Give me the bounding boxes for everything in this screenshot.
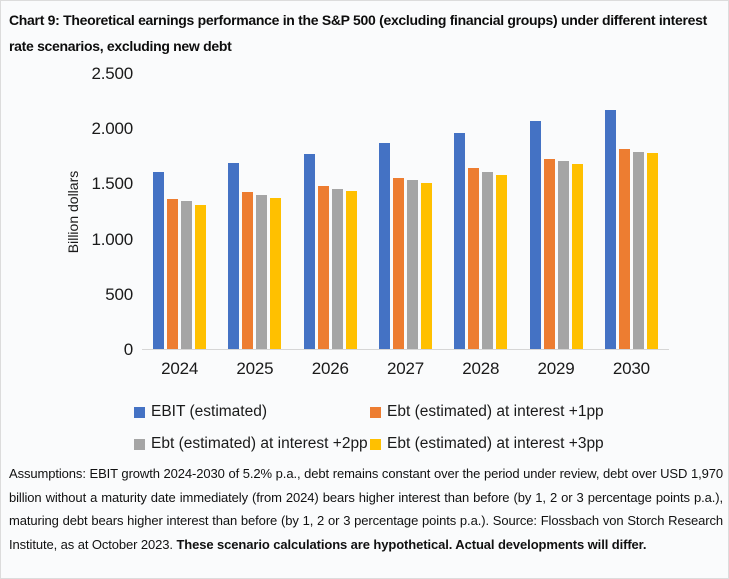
x-axis-label: 2030 (612, 359, 650, 378)
bar (256, 194, 268, 349)
bar (242, 191, 254, 349)
chart-title: Chart 9: Theoretical earnings performanc… (9, 12, 708, 54)
bar-group (228, 163, 282, 349)
bar (604, 109, 616, 349)
bar-group (529, 121, 583, 349)
x-axis-label: 2028 (462, 359, 500, 378)
legend-marker (370, 438, 381, 450)
legend-item: EBIT (estimated) (134, 401, 267, 423)
bar (392, 178, 404, 349)
y-axis-tick-label: 1.500 (91, 174, 133, 194)
y-axis-tick-label: 1.000 (91, 229, 133, 249)
bar (303, 153, 315, 349)
bar (195, 204, 207, 349)
y-axis-tick-label: 2.000 (91, 119, 133, 139)
bar (153, 172, 165, 349)
x-axis-label: 2029 (537, 359, 575, 378)
bar-group (454, 132, 508, 349)
bar-group (604, 109, 658, 349)
legend-label: Ebt (estimated) at interest +2pp (151, 435, 368, 452)
legend-label: EBIT (estimated) (151, 403, 268, 420)
bar-group (303, 153, 357, 349)
bar (482, 171, 494, 349)
bar (496, 175, 508, 349)
bar (228, 163, 240, 349)
x-axis-label: 2026 (311, 359, 349, 378)
bar (378, 143, 390, 349)
bar (270, 198, 282, 349)
legend-item: Ebt (estimated) at interest +3pp (370, 433, 604, 455)
bar (468, 167, 480, 349)
x-axis-label: 2024 (161, 359, 199, 378)
bar (529, 121, 541, 349)
bar (618, 148, 630, 349)
plot-area (142, 74, 669, 350)
legend-marker (134, 438, 145, 450)
legend-item: Ebt (estimated) at interest +2pp (134, 433, 368, 455)
bar (571, 163, 583, 349)
legend-marker (134, 406, 145, 418)
x-axis: 2024 2025 2026 2027 2028 2029 2030 (142, 359, 669, 379)
x-axis-label: 2027 (386, 359, 424, 378)
legend-label: Ebt (estimated) at interest +3pp (387, 435, 604, 452)
bar (317, 185, 329, 349)
legend-label: Ebt (estimated) at interest +1pp (387, 403, 604, 420)
footnote: Assumptions: EBIT growth 2024-2030 of 5.… (9, 462, 723, 556)
y-axis-tick-label: 500 (105, 284, 133, 304)
bar (167, 198, 179, 349)
bar-group (378, 143, 432, 349)
y-axis-tick-label: 0 (123, 340, 133, 359)
bar-group (153, 172, 207, 349)
bar (331, 188, 343, 349)
footnote-bold-text: These scenario calculations are hypothet… (176, 536, 647, 552)
bar (454, 132, 466, 349)
bar (420, 182, 432, 349)
bar (345, 191, 357, 349)
bar (406, 180, 418, 349)
bar (543, 158, 555, 349)
footnote-text: Assumptions: EBIT growth 2024-2030 of 5.… (9, 466, 723, 552)
legend-marker (370, 406, 381, 418)
x-axis-label: 2025 (236, 359, 274, 378)
bar (557, 161, 569, 349)
bar (632, 151, 644, 349)
bar (646, 153, 658, 349)
legend-item: Ebt (estimated) at interest +1pp (370, 401, 604, 423)
y-axis-tick-label: 2.500 (91, 64, 133, 83)
bar (181, 201, 193, 349)
